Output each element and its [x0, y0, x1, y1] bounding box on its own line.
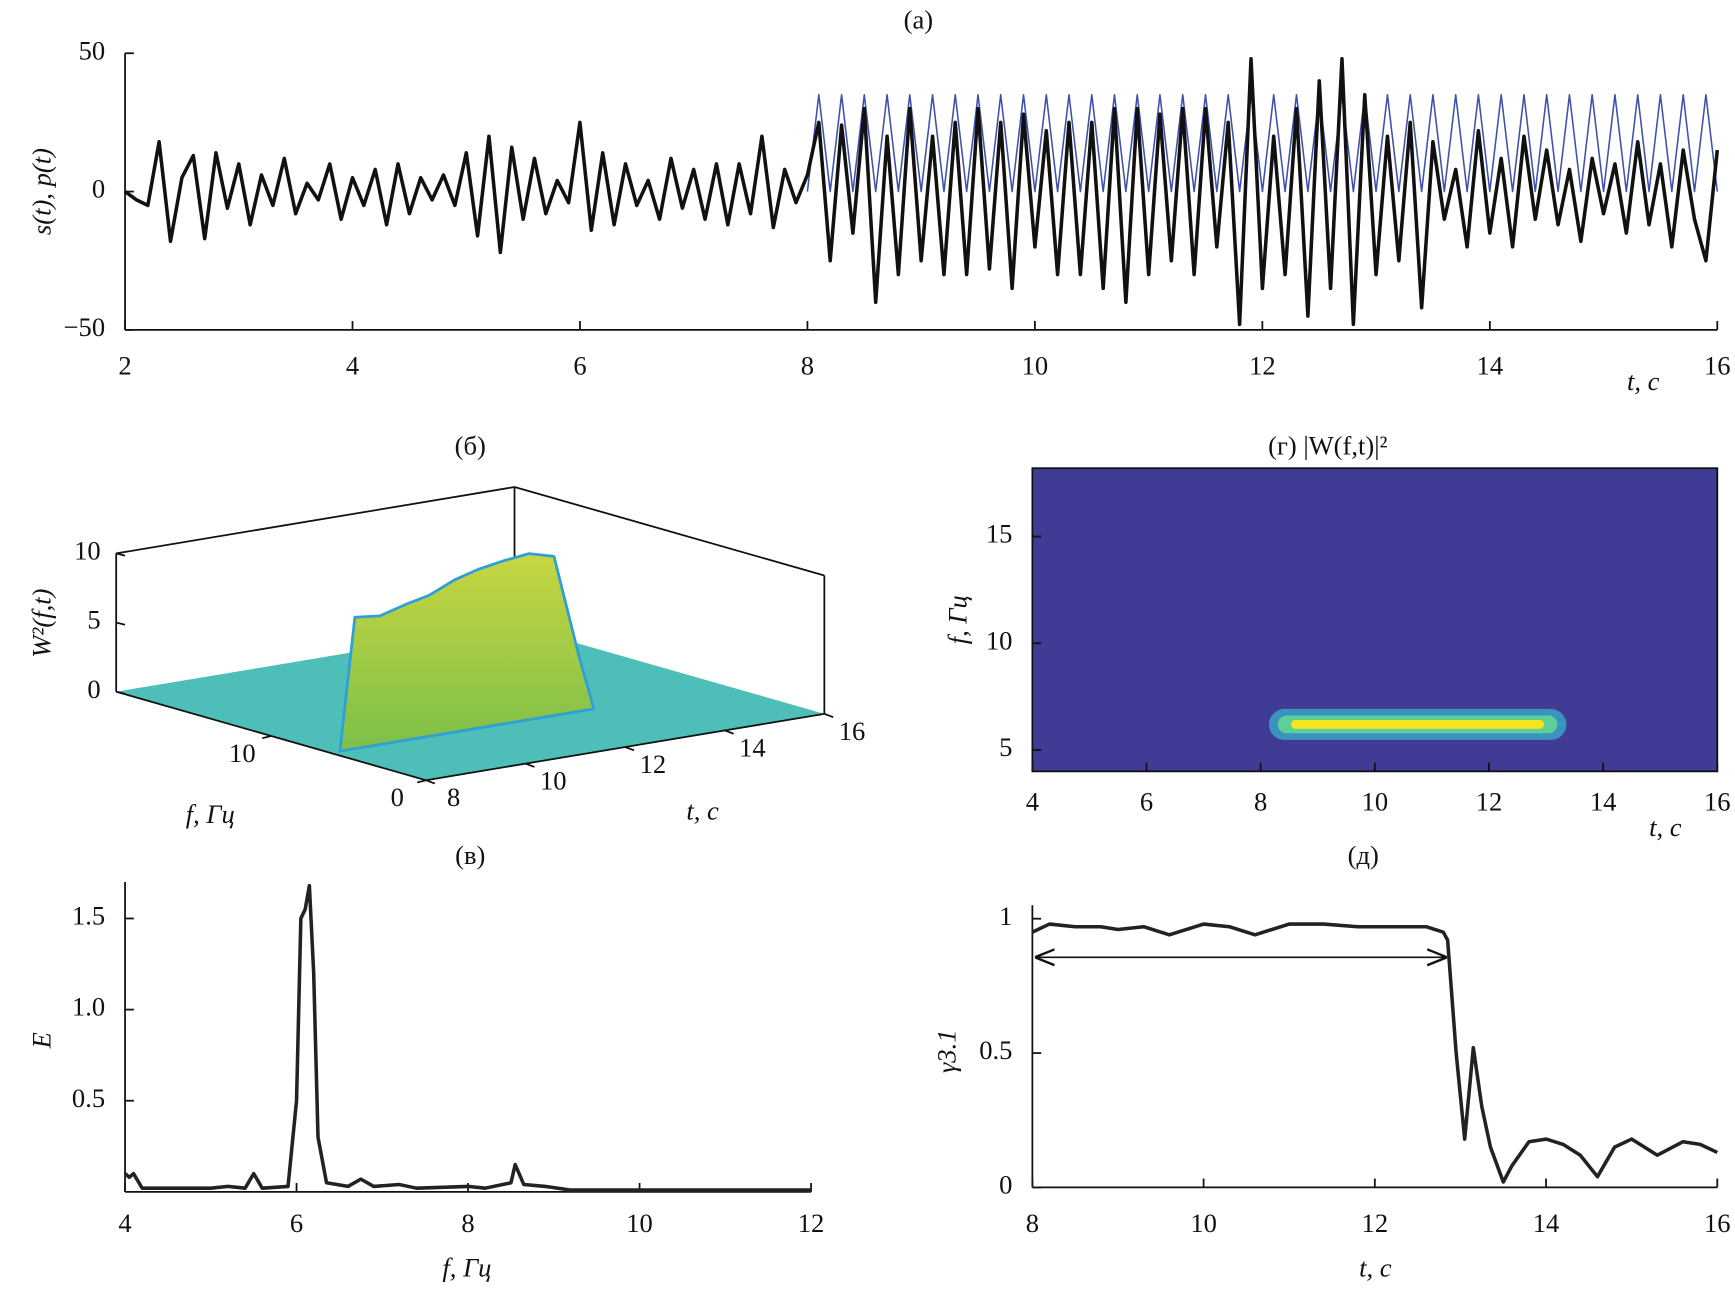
- panel-title: (а): [904, 4, 933, 34]
- t-tick-label: 12: [640, 749, 667, 779]
- f-axis-label: f, Гц: [186, 799, 235, 829]
- z-tick: [115, 552, 126, 557]
- x-tick-label: 10: [1362, 787, 1389, 817]
- x-tick-label: 4: [1026, 787, 1039, 817]
- z-axis-label: W²(f,t): [26, 588, 56, 657]
- x-tick-label: 8: [461, 1208, 474, 1238]
- x-tick-label: 14: [1590, 787, 1617, 817]
- x-tick-label: 12: [1362, 1208, 1389, 1238]
- y-axis-label: s(t), p(t): [26, 148, 56, 235]
- y-tick-label: 10: [986, 625, 1013, 655]
- panel-title: (в): [455, 840, 485, 870]
- f-tick-label: 10: [229, 738, 256, 768]
- x-tick-label: 14: [1533, 1208, 1560, 1238]
- x-tick-label: 6: [573, 351, 586, 381]
- x-tick-label: 16: [1704, 787, 1731, 817]
- t-tick-label: 16: [839, 716, 866, 746]
- panel-title: (г) |W(f,t)|²: [1268, 430, 1387, 460]
- f-tick-label: 0: [391, 782, 404, 812]
- panel-title: (д): [1348, 840, 1379, 870]
- y-tick-label: 5: [999, 732, 1012, 762]
- x-tick-label: 4: [346, 351, 359, 381]
- f-tick: [416, 779, 427, 784]
- f-tick: [262, 735, 272, 740]
- x-tick-label: 10: [1190, 1208, 1217, 1238]
- surface-ridge: [338, 552, 596, 753]
- box-edge: [116, 486, 515, 555]
- x-tick-label: 12: [1249, 351, 1276, 381]
- y-tick-label: −50: [64, 312, 106, 342]
- y-tick-label: 1.5: [72, 901, 105, 931]
- z-tick: [115, 690, 126, 695]
- y-tick-label: 15: [986, 519, 1013, 549]
- y-tick-label: 1.0: [72, 992, 105, 1022]
- t-tick-label: 14: [739, 732, 766, 762]
- series-line: [123, 883, 812, 1192]
- x-axis-label: f, Гц: [442, 1253, 491, 1283]
- x-tick-label: 10: [1022, 351, 1049, 381]
- x-tick-label: 8: [1254, 787, 1267, 817]
- box-edge: [514, 486, 825, 577]
- x-axis-label: t, с: [1359, 1253, 1392, 1283]
- y-axis-label: f, Гц: [943, 595, 973, 644]
- t-tick: [824, 713, 834, 718]
- x-tick-label: 16: [1704, 351, 1731, 381]
- t-tick: [724, 729, 734, 735]
- x-tick-label: 2: [118, 351, 131, 381]
- series-line: [123, 57, 1720, 327]
- x-tick-label: 10: [626, 1208, 653, 1238]
- x-tick-label: 4: [118, 1208, 131, 1238]
- x-axis-label: t, с: [1649, 812, 1682, 842]
- y-tick-label: 0: [92, 174, 105, 204]
- y-axis-label: E: [26, 1032, 56, 1049]
- x-axis-label: t, с: [1627, 366, 1660, 396]
- series-line: [1031, 922, 1719, 1184]
- y-axis-label: γ3.1: [931, 1029, 961, 1073]
- heatmap-core: [1291, 719, 1545, 729]
- t-tick-label: 10: [540, 766, 567, 796]
- plot-frame: [1031, 467, 1719, 773]
- x-tick-label: 12: [1476, 787, 1503, 817]
- y-tick-label: 50: [79, 35, 106, 65]
- x-tick-label: 16: [1704, 1208, 1731, 1238]
- t-axis-label: t, с: [686, 796, 719, 826]
- y-tick-label: 0.5: [979, 1035, 1012, 1065]
- x-tick-label: 6: [1140, 787, 1153, 817]
- panel-title: (б): [455, 430, 486, 460]
- z-tick-label: 5: [87, 605, 100, 635]
- series-line: [806, 93, 1719, 193]
- x-tick-label: 12: [798, 1208, 825, 1238]
- z-tick-label: 10: [74, 535, 101, 565]
- y-tick-label: 1: [999, 901, 1012, 931]
- t-tick-label: 8: [447, 782, 460, 812]
- t-tick: [525, 762, 535, 768]
- x-tick-label: 8: [1026, 1208, 1039, 1238]
- z-tick: [115, 621, 126, 626]
- z-tick-label: 0: [87, 674, 100, 704]
- y-tick-label: 0: [999, 1170, 1012, 1200]
- x-tick-label: 8: [801, 351, 814, 381]
- x-tick-label: 14: [1477, 351, 1504, 381]
- t-tick: [624, 746, 635, 752]
- y-tick-label: 0.5: [72, 1083, 105, 1113]
- x-tick-label: 6: [290, 1208, 303, 1238]
- t-tick: [425, 779, 436, 785]
